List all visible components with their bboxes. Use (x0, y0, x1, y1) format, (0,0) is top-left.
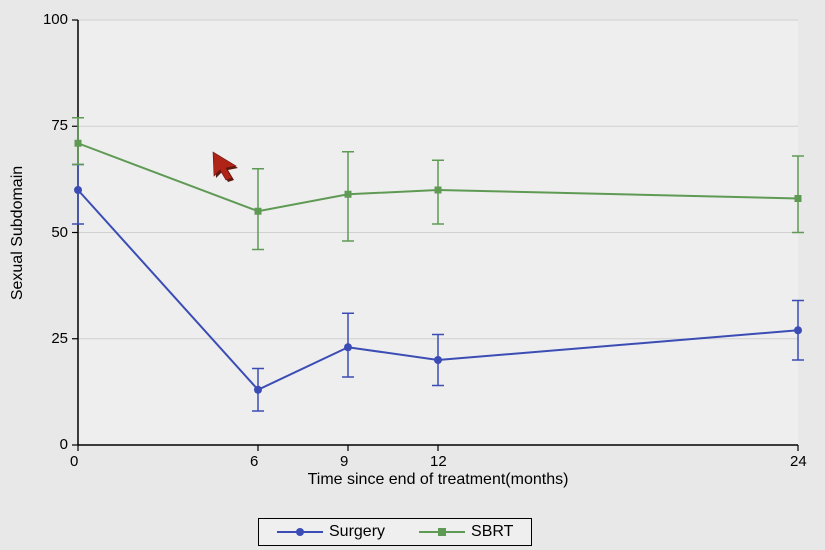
y-tick-label: 75 (51, 117, 68, 134)
chart-container: Sexual Subdomain Time since end of treat… (0, 0, 825, 550)
y-axis-label: Sexual Subdomain (9, 165, 27, 299)
legend: Surgery SBRT (258, 518, 532, 546)
y-tick-label: 0 (60, 436, 68, 453)
y-tick-label: 25 (51, 330, 68, 347)
x-tick-label: 12 (430, 453, 447, 470)
x-tick-label: 6 (250, 453, 258, 470)
x-tick-label: 9 (340, 453, 348, 470)
legend-item: Surgery (277, 523, 385, 541)
y-tick-label: 100 (43, 11, 68, 28)
x-tick-label: 24 (790, 453, 807, 470)
legend-label: SBRT (471, 523, 513, 541)
legend-label: Surgery (329, 523, 385, 541)
legend-item: SBRT (419, 523, 513, 541)
x-axis-label: Time since end of treatment(months) (308, 471, 569, 489)
y-tick-label: 50 (51, 224, 68, 241)
x-tick-label: 0 (70, 453, 78, 470)
line-chart (0, 0, 825, 550)
